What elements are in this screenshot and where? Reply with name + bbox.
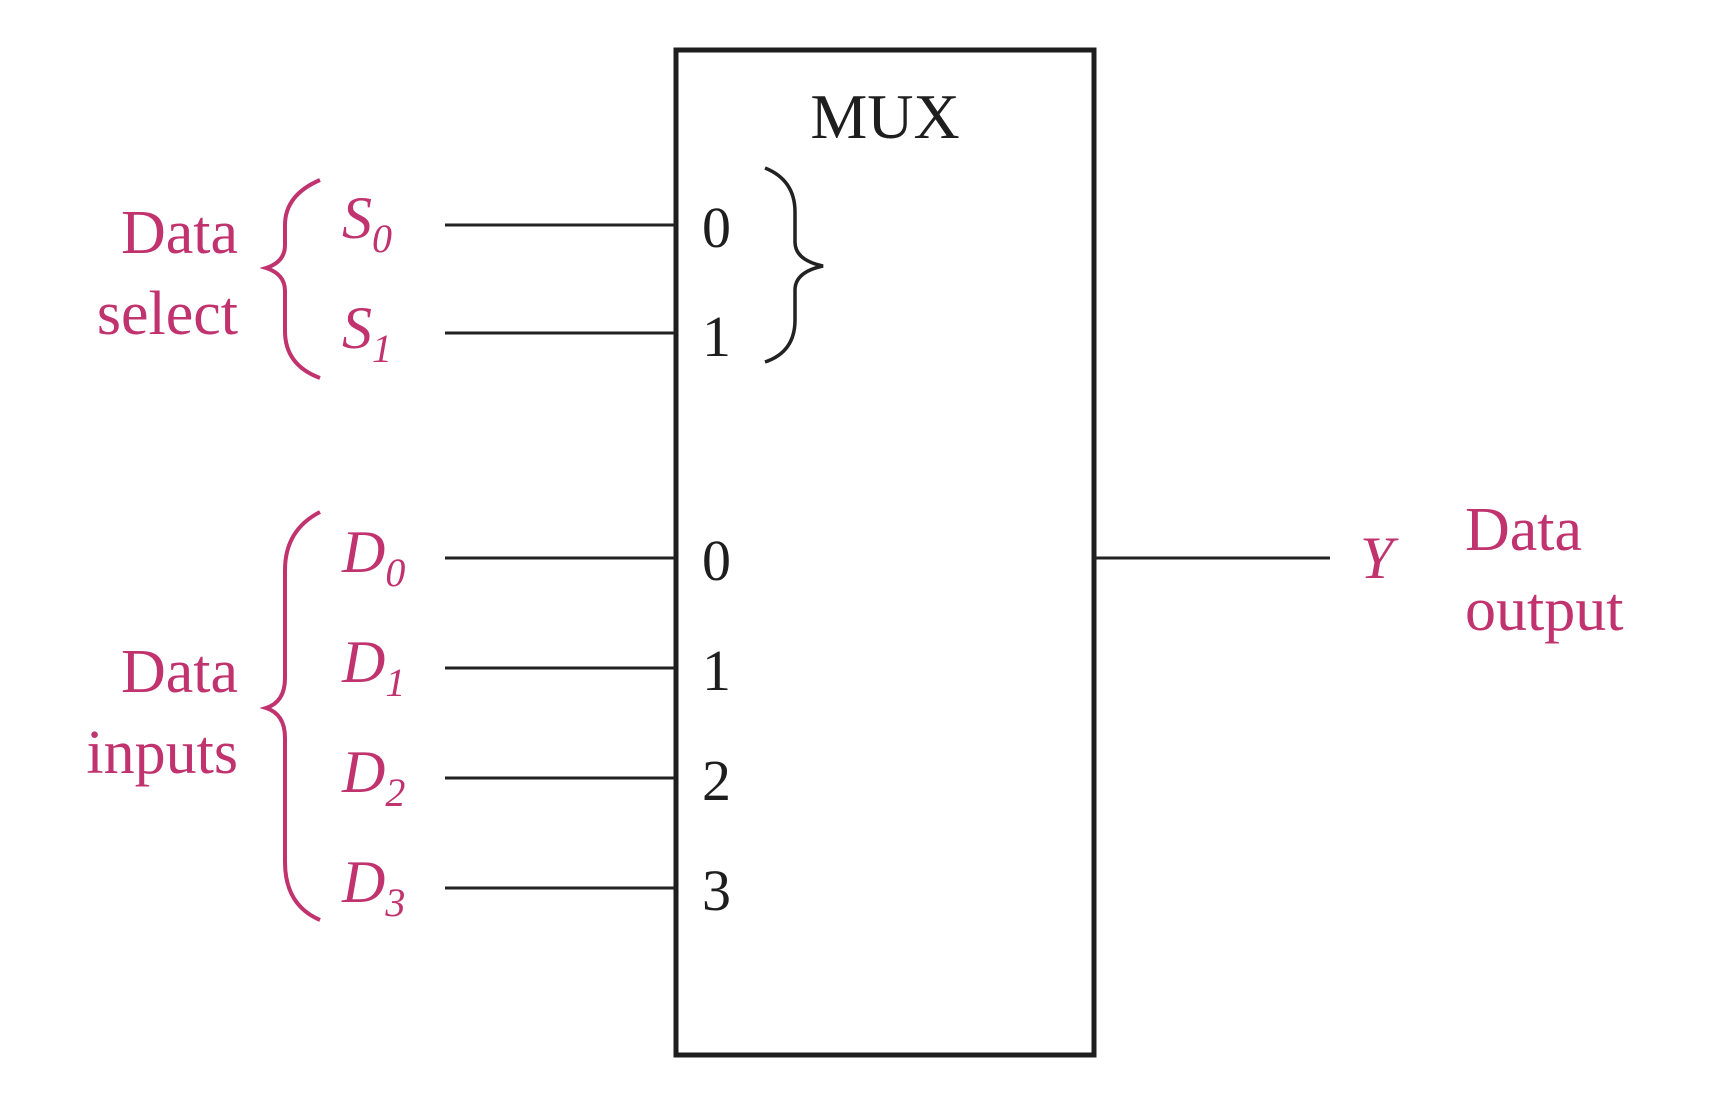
data-signal-d2: D2: [341, 739, 405, 815]
data-signal-d0-sub: 0: [385, 550, 405, 595]
data-signal-d0-base: D: [341, 519, 385, 585]
mux-box: [673, 47, 1097, 1058]
inputs-group-label-line1: Data: [121, 638, 238, 706]
data-signal-d3-base: D: [341, 849, 385, 915]
data-pin-2: 2: [702, 748, 731, 813]
select-signal-s0: S0: [342, 185, 392, 261]
output-label-line2: output: [1465, 576, 1623, 644]
data-pin-3: 3: [702, 858, 731, 923]
mux-title: MUX: [810, 81, 959, 152]
select-pins-brace: [764, 166, 824, 364]
select-signal-s1-sub: 1: [372, 326, 392, 371]
select-signal-s0-sub: 0: [372, 216, 392, 261]
data-signal-d2-base: D: [341, 739, 385, 805]
data-pin-0: 0: [702, 528, 731, 593]
data-pin-1: 1: [702, 638, 731, 703]
select-pin-0: 0: [702, 195, 731, 260]
data-signal-d2-sub: 2: [385, 770, 405, 815]
select-signal-s0-base: S: [342, 185, 372, 251]
data-signal-d3-sub: 3: [384, 880, 405, 925]
output-signal-y: Y: [1360, 525, 1399, 591]
select-signal-s1-base: S: [342, 295, 372, 361]
data-signal-d1-base: D: [341, 629, 385, 695]
data-signal-d1: D1: [341, 629, 405, 705]
data-signal-d0: D0: [341, 519, 405, 595]
select-pin-1: 1: [702, 304, 731, 369]
data-signal-d3: D3: [341, 849, 405, 925]
inputs-group-label-line2: inputs: [86, 719, 238, 787]
select-signal-s1: S1: [342, 295, 392, 371]
inputs-group-brace: [259, 510, 321, 922]
select-group-label-line2: select: [97, 280, 238, 348]
output-label-line1: Data: [1465, 496, 1582, 564]
select-group-label-line1: Data: [121, 199, 238, 267]
data-signal-d1-sub: 1: [385, 660, 405, 705]
select-group-brace: [259, 178, 321, 380]
